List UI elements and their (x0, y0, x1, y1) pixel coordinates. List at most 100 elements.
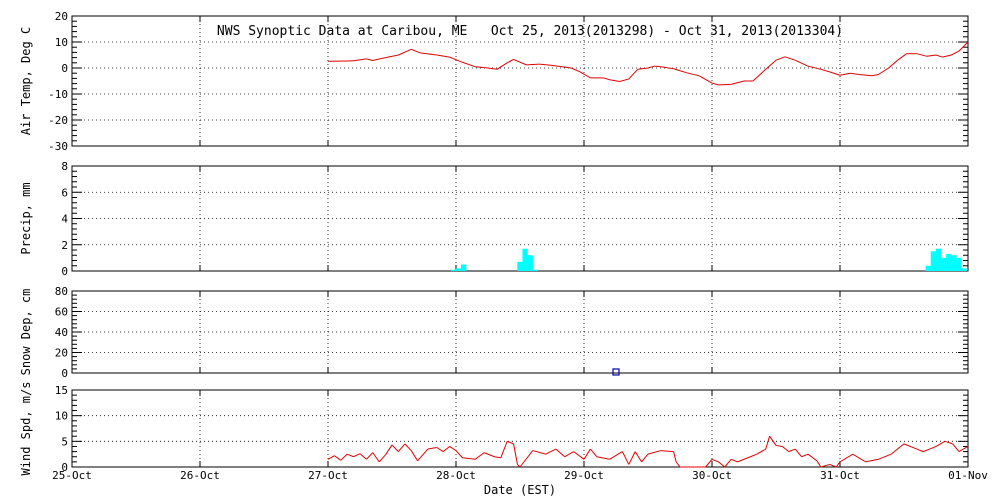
y-axis-title: Wind Spd, m/s (19, 382, 33, 476)
series-line-segment (952, 443, 960, 452)
x-tick-label: 27-Oct (308, 469, 348, 482)
series-line-segment (517, 464, 521, 468)
series-line-segment (427, 447, 437, 450)
series-line-segment (436, 447, 444, 453)
series-line-segment (532, 450, 546, 455)
series-line-segment (850, 72, 860, 75)
series-line-segment (579, 71, 591, 79)
series-line-segment (596, 456, 610, 460)
series-line-segment (398, 50, 408, 56)
series-line-segment (551, 64, 572, 69)
y-tick-label: 40 (55, 326, 68, 339)
series-line-segment (366, 58, 373, 61)
y-tick-label: 10 (55, 410, 68, 423)
y-tick-label: 0 (61, 367, 68, 380)
series-line-segment (500, 441, 508, 458)
series-line-segment (916, 448, 924, 453)
series-line-segment (474, 452, 485, 460)
series-line-segment (637, 67, 649, 70)
x-tick-label: 31-Oct (820, 469, 860, 482)
series-line-segment (820, 68, 830, 73)
precip-bar (455, 268, 462, 271)
x-tick-label: 01-Nov (948, 469, 988, 482)
series-line-segment (923, 448, 930, 453)
x-tick-label: 29-Oct (564, 469, 604, 482)
series-line-segment (513, 58, 527, 66)
series-line-segment (871, 74, 879, 77)
series-line-segment (353, 453, 361, 458)
precip-bar (460, 264, 467, 271)
series-line-segment (794, 59, 809, 67)
series-line-segment (391, 444, 399, 452)
series-line-segment (897, 53, 907, 61)
precip-bar (946, 253, 952, 271)
series-line-segment (839, 453, 854, 463)
series-line-segment (526, 63, 540, 66)
y-tick-label: 4 (61, 213, 68, 226)
series-line-segment (407, 48, 412, 52)
series-line-segment (765, 436, 771, 450)
series-line-segment (609, 451, 623, 460)
y-tick-label: -20 (48, 114, 68, 127)
series-line-segment (372, 452, 380, 463)
panel-frame (71, 389, 969, 468)
series-line-segment (711, 458, 719, 463)
series-line-segment (603, 77, 610, 81)
series-line-segment (935, 440, 946, 447)
series-line-segment (506, 58, 514, 64)
plot-title: NWS Synoptic Data at Caribou, ME Oct 25,… (217, 24, 843, 39)
series-line-segment (583, 448, 591, 460)
series-line-segment (660, 450, 674, 453)
series-line-segment (359, 453, 367, 460)
series-line-segment (686, 72, 700, 77)
series-line-segment (859, 74, 873, 77)
series-line-segment (385, 54, 399, 59)
series-line-segment (404, 443, 412, 451)
series-line-segment (816, 460, 822, 468)
series-line-segment (750, 453, 757, 458)
series-line-segment (769, 435, 777, 446)
series-line-segment (829, 463, 837, 468)
series-line-segment (705, 458, 713, 468)
y-tick-label: 6 (61, 186, 68, 199)
series-line-segment (788, 448, 796, 453)
series-line-segment (564, 451, 575, 458)
series-line-segment (839, 72, 851, 76)
series-line-segment (784, 56, 796, 61)
y-tick-label: -10 (48, 88, 68, 101)
precip-bar (527, 255, 533, 271)
series-line-segment (340, 453, 348, 461)
series-line-segment (647, 450, 661, 455)
y-tick-label: 15 (55, 384, 68, 397)
series-line-segment (835, 461, 841, 468)
panel-4: 15 10 5 0 Wind Spd, m/s (19, 382, 969, 476)
series-line-segment (673, 451, 677, 462)
series-line-segment (334, 455, 342, 461)
series-line-segment (628, 68, 639, 80)
series-line-segment (660, 66, 674, 70)
series-line-segment (462, 457, 476, 460)
series-line-segment (801, 453, 809, 458)
series-line-segment (436, 54, 450, 58)
series-line-segment (327, 455, 335, 460)
series-line-segment (545, 448, 557, 455)
series-line-segment (942, 54, 952, 58)
series-line-segment (462, 61, 476, 68)
series-line-segment (782, 446, 790, 452)
series-line-segment (888, 59, 898, 69)
series-line-segment (398, 443, 406, 452)
series-line-segment (926, 54, 937, 57)
y-axis-title: Air Temp, Deg C (19, 27, 33, 135)
series-line-segment (731, 80, 745, 85)
series-line-segment (724, 458, 732, 468)
y-tick-label: 10 (55, 36, 68, 49)
series-line-segment (756, 448, 767, 455)
y-tick-label: -30 (48, 140, 68, 153)
series-line-segment (718, 461, 726, 468)
series-line-segment (487, 67, 498, 70)
series-line-segment (417, 448, 429, 462)
series-line-segment (590, 448, 598, 458)
series-line-segment (731, 458, 738, 463)
